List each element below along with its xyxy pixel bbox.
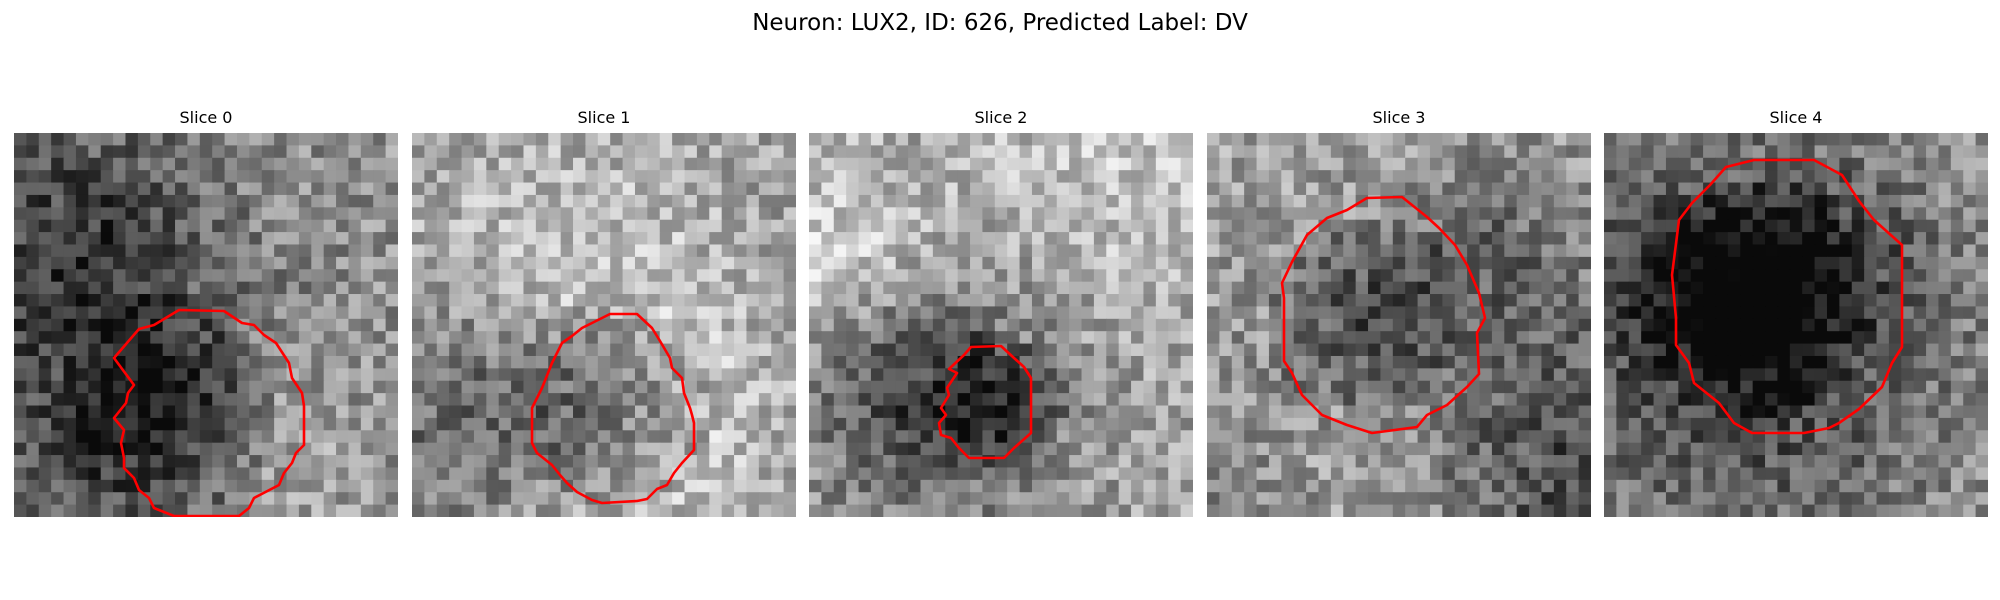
slice-pixels-2: [809, 133, 1193, 517]
slice-panel-1: Slice 1: [412, 108, 796, 517]
roi-contour-0: [112, 308, 306, 517]
slice-title-3: Slice 3: [1372, 108, 1426, 127]
slice-image-1: [412, 133, 796, 517]
slice-title-4: Slice 4: [1769, 108, 1823, 127]
slice-panel-2: Slice 2: [809, 108, 1193, 517]
roi-contour-1: [530, 312, 696, 505]
slice-title-1: Slice 1: [577, 108, 631, 127]
slice-panel-0: Slice 0: [14, 108, 398, 517]
figure-title: Neuron: LUX2, ID: 626, Predicted Label: …: [752, 10, 1248, 36]
slice-image-4: [1604, 133, 1988, 517]
slice-image-0: [14, 133, 398, 517]
slice-title-2: Slice 2: [974, 108, 1028, 127]
slice-pixels-3: [1207, 133, 1591, 517]
slice-panel-4: Slice 4: [1604, 108, 1988, 517]
roi-contour-4: [1670, 158, 1904, 435]
slice-pixels-1: [412, 133, 796, 517]
slice-pixels-0: [14, 133, 398, 517]
slice-panel-3: Slice 3: [1207, 108, 1591, 517]
roi-contour-3: [1280, 195, 1487, 435]
slice-image-3: [1207, 133, 1591, 517]
slice-pixels-4: [1604, 133, 1988, 517]
roi-contour-2: [937, 344, 1033, 460]
slice-title-0: Slice 0: [179, 108, 233, 127]
slice-image-2: [809, 133, 1193, 517]
